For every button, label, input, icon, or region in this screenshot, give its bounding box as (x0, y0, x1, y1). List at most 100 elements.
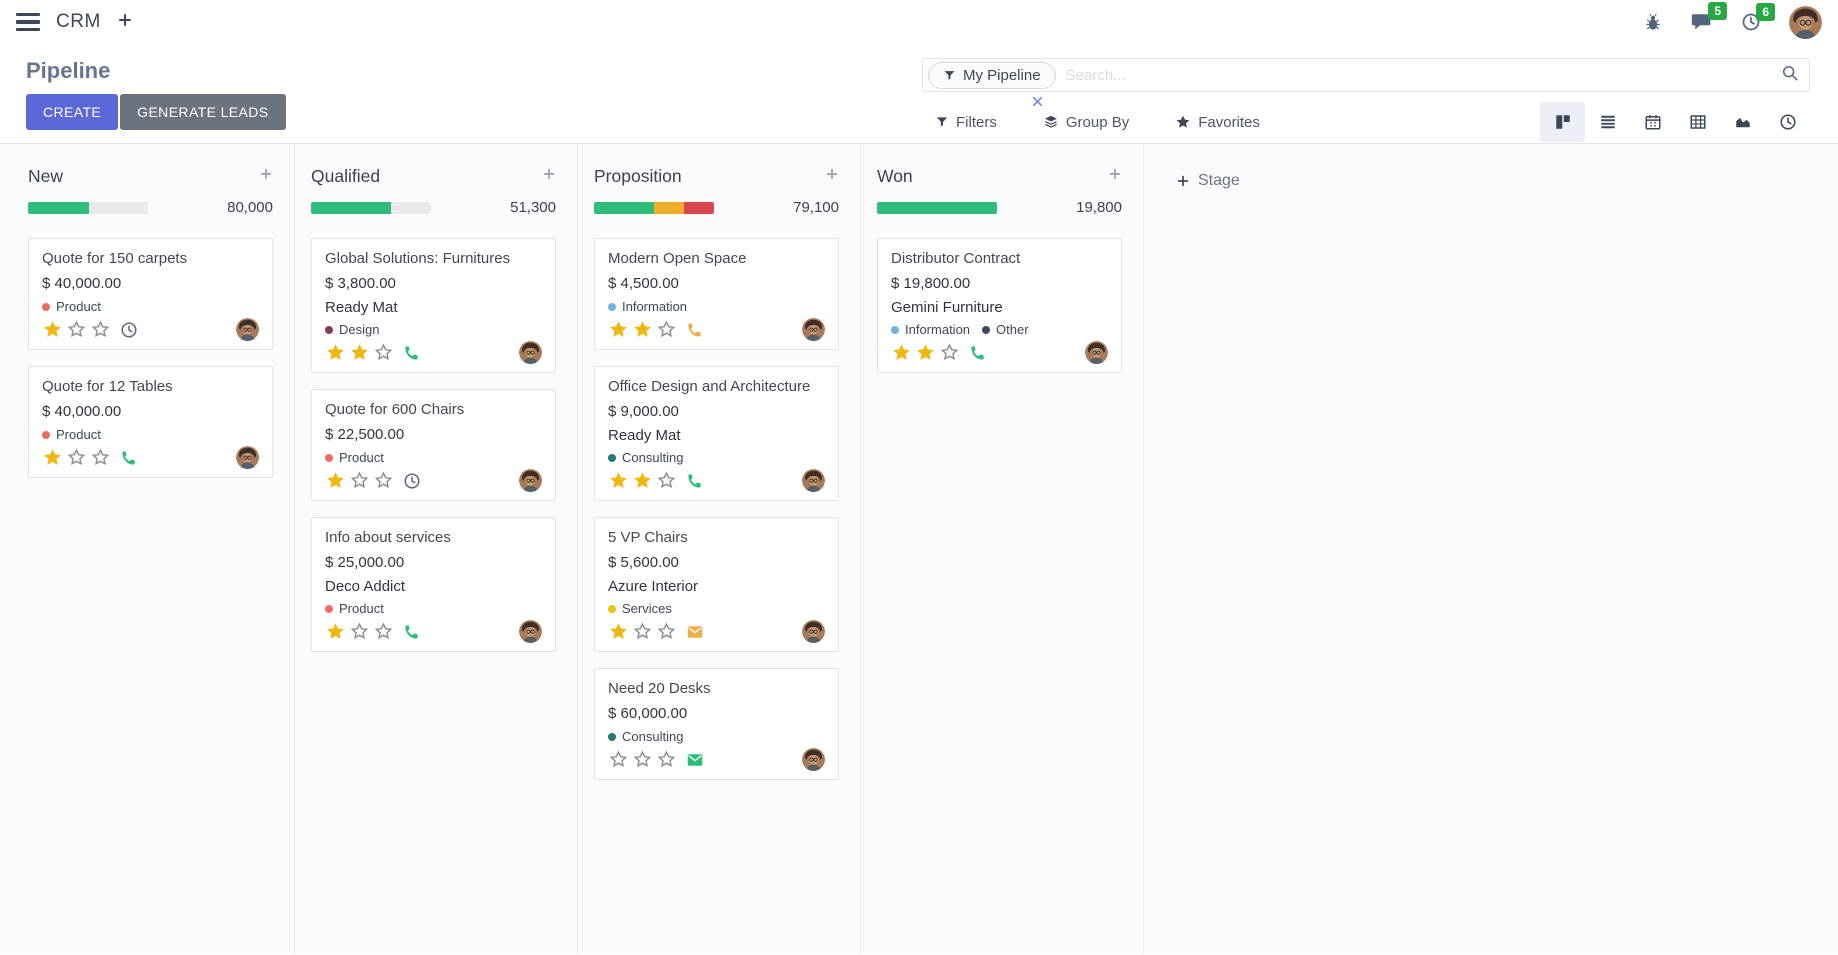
column-title[interactable]: Qualified (311, 166, 381, 186)
plus-icon[interactable] (117, 12, 133, 33)
column-add-icon[interactable] (825, 167, 839, 186)
column-title[interactable]: Won (877, 166, 913, 186)
star-filled-icon[interactable] (608, 470, 629, 491)
star-empty-icon[interactable] (656, 470, 677, 491)
search-magnifier-icon[interactable] (1781, 64, 1799, 87)
calendar-view-button[interactable] (1630, 102, 1675, 142)
progress-segment[interactable] (877, 201, 997, 214)
progress-segment[interactable] (594, 201, 654, 214)
star-empty-icon[interactable] (373, 621, 394, 642)
group-by-menu[interactable]: Group By (1043, 114, 1129, 131)
column-title[interactable]: New (28, 166, 64, 186)
star-filled-icon[interactable] (891, 342, 912, 363)
star-empty-icon[interactable] (66, 319, 87, 340)
star-empty-icon[interactable] (656, 749, 677, 770)
column-progressbar[interactable] (594, 201, 714, 214)
search-facet-my-pipeline[interactable]: My Pipeline (928, 61, 1056, 89)
card-priority-stars[interactable] (42, 447, 111, 468)
star-empty-icon[interactable] (608, 749, 629, 770)
card-priority-stars[interactable] (325, 342, 394, 363)
clock-activity-icon[interactable] (120, 321, 138, 339)
column-title[interactable]: Proposition (594, 166, 682, 186)
star-empty-icon[interactable] (939, 342, 960, 363)
kanban-card[interactable]: Need 20 Desks $ 60,000.00 Consulting (594, 668, 839, 780)
card-priority-stars[interactable] (608, 319, 677, 340)
kanban-card[interactable]: Modern Open Space $ 4,500.00 Information (594, 238, 839, 350)
card-avatar[interactable] (519, 341, 542, 364)
star-filled-icon[interactable] (325, 342, 346, 363)
column-add-icon[interactable] (542, 167, 556, 186)
card-priority-stars[interactable] (608, 470, 677, 491)
search-input[interactable] (1055, 66, 1781, 84)
user-avatar[interactable] (1789, 6, 1822, 39)
envelope-activity-icon[interactable] (686, 623, 704, 641)
star-empty-icon[interactable] (373, 342, 394, 363)
card-avatar[interactable] (802, 318, 825, 341)
debug-bug-icon[interactable] (1643, 12, 1663, 32)
column-progressbar[interactable] (28, 201, 148, 214)
star-empty-icon[interactable] (349, 470, 370, 491)
column-add-icon[interactable] (1108, 167, 1122, 186)
card-priority-stars[interactable] (325, 621, 394, 642)
column-add-icon[interactable] (259, 167, 273, 186)
generate-leads-button[interactable]: GENERATE LEADS (120, 94, 286, 130)
activity-view-button[interactable] (1765, 102, 1810, 142)
star-empty-icon[interactable] (373, 470, 394, 491)
search-box[interactable]: My Pipeline (922, 58, 1810, 92)
star-empty-icon[interactable] (632, 621, 653, 642)
star-filled-icon[interactable] (325, 621, 346, 642)
phone-activity-icon[interactable] (403, 344, 421, 362)
kanban-card[interactable]: Info about services $ 25,000.00 Deco Add… (311, 517, 556, 652)
star-empty-icon[interactable] (66, 447, 87, 468)
kanban-view-button[interactable] (1540, 102, 1585, 142)
kanban-card[interactable]: Office Design and Architecture $ 9,000.0… (594, 366, 839, 501)
kanban-card[interactable]: Quote for 600 Chairs $ 22,500.00 Product (311, 389, 556, 501)
filters-menu[interactable]: Filters (935, 114, 997, 131)
clock-activity-icon[interactable] (403, 472, 421, 490)
kanban-card[interactable]: Quote for 12 Tables $ 40,000.00 Product (28, 366, 273, 478)
kanban-card[interactable]: Global Solutions: Furnitures $ 3,800.00 … (311, 238, 556, 373)
app-name[interactable]: CRM (56, 11, 101, 32)
card-avatar[interactable] (1085, 341, 1108, 364)
pivot-view-button[interactable] (1675, 102, 1720, 142)
list-view-button[interactable] (1585, 102, 1630, 142)
kanban-card[interactable]: Quote for 150 carpets $ 40,000.00 Produc… (28, 238, 273, 350)
card-avatar[interactable] (802, 620, 825, 643)
messages-icon[interactable]: 5 (1691, 2, 1727, 33)
progress-segment[interactable] (28, 201, 90, 214)
star-empty-icon[interactable] (90, 447, 111, 468)
star-filled-icon[interactable] (42, 447, 63, 468)
card-avatar[interactable] (519, 469, 542, 492)
card-avatar[interactable] (236, 446, 259, 469)
card-priority-stars[interactable] (891, 342, 960, 363)
phone-activity-icon[interactable] (403, 623, 421, 641)
activities-clock-icon[interactable]: 6 (1741, 3, 1775, 32)
phone-activity-icon[interactable] (969, 344, 987, 362)
card-priority-stars[interactable] (42, 319, 111, 340)
star-empty-icon[interactable] (632, 749, 653, 770)
envelope-activity-icon[interactable] (686, 751, 704, 769)
column-progressbar[interactable] (877, 201, 997, 214)
card-priority-stars[interactable] (608, 621, 677, 642)
card-avatar[interactable] (519, 620, 542, 643)
create-button[interactable]: CREATE (26, 94, 119, 130)
star-empty-icon[interactable] (349, 621, 370, 642)
star-filled-icon[interactable] (632, 470, 653, 491)
kanban-card[interactable]: 5 VP Chairs $ 5,600.00 Azure Interior Se… (594, 517, 839, 652)
kanban-card[interactable]: Distributor Contract $ 19,800.00 Gemini … (877, 238, 1122, 373)
star-empty-icon[interactable] (656, 319, 677, 340)
card-avatar[interactable] (236, 318, 259, 341)
phone-activity-icon[interactable] (686, 472, 704, 490)
progress-segment[interactable] (311, 201, 392, 214)
menu-hamburger-icon[interactable] (16, 12, 40, 32)
star-filled-icon[interactable] (632, 319, 653, 340)
star-filled-icon[interactable] (608, 319, 629, 340)
star-empty-icon[interactable] (656, 621, 677, 642)
progress-segment[interactable] (684, 201, 714, 214)
star-filled-icon[interactable] (42, 319, 63, 340)
card-priority-stars[interactable] (608, 749, 677, 770)
favorites-menu[interactable]: Favorites (1175, 114, 1260, 131)
star-filled-icon[interactable] (349, 342, 370, 363)
star-filled-icon[interactable] (325, 470, 346, 491)
card-priority-stars[interactable] (325, 470, 394, 491)
